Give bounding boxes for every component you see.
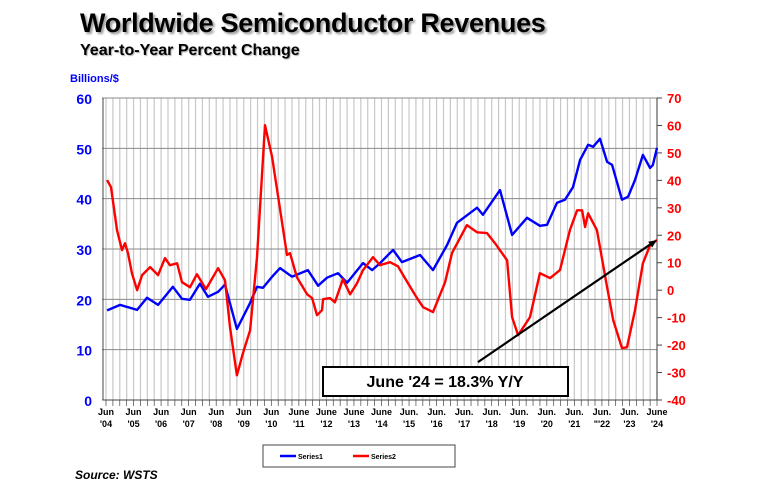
y2-tick-label: -10	[667, 311, 686, 326]
x-tick-label: Jun	[263, 407, 279, 417]
y2-tick-label: 20	[667, 228, 681, 243]
x-tick-label: '12	[320, 419, 332, 429]
x-tick-label: '19	[513, 419, 525, 429]
x-tick-label: June	[288, 407, 309, 417]
y2-tick-label: -20	[667, 338, 686, 353]
x-tick-label: Jun.	[427, 407, 446, 417]
x-tick-label: '11	[293, 419, 305, 429]
x-tick-label: Jun.	[482, 407, 501, 417]
x-tick-label: Jun	[236, 407, 252, 417]
x-tick-label: Jun.	[538, 407, 557, 417]
x-tick-label: Jun.	[510, 407, 529, 417]
x-tick-label: '21	[568, 419, 580, 429]
legend-label: Series1	[298, 454, 323, 461]
series-line-series1	[106, 137, 659, 331]
x-tick-label: '07	[183, 419, 195, 429]
x-tick-label: June	[316, 407, 337, 417]
y2-tick-label: 60	[667, 118, 681, 133]
x-tick-label: '24	[651, 419, 663, 429]
y2-tick-label: 70	[667, 91, 681, 106]
y2-tick-label: 40	[667, 173, 681, 188]
page-title: Worldwide Semiconductor Revenues	[80, 8, 546, 38]
y-tick-label: 40	[76, 192, 92, 208]
x-tick-label: June	[646, 407, 667, 417]
x-tick-label: '15	[403, 419, 415, 429]
y2-tick-label: -30	[667, 366, 686, 381]
x-tick-label: Jun.	[593, 407, 612, 417]
x-tick-label: '20	[541, 419, 553, 429]
x-tick-label: Jun	[153, 407, 169, 417]
x-tick-label: Jun	[208, 407, 224, 417]
x-tick-label: '05	[127, 419, 139, 429]
y2-tick-label: -40	[667, 393, 686, 408]
x-tick-label: '06	[155, 419, 167, 429]
page-subtitle: Year-to-Year Percent Change	[80, 42, 300, 59]
legend-label: Series2	[371, 454, 396, 461]
x-tick-label: Jun.	[455, 407, 474, 417]
y-tick-label: 0	[84, 393, 92, 409]
x-tick-label: "'22	[594, 419, 610, 429]
y2-tick-label: 10	[667, 256, 681, 271]
x-tick-label: '10	[265, 419, 277, 429]
annotation-box	[322, 366, 569, 397]
y-tick-label: 50	[76, 141, 92, 157]
x-tick-label: '16	[431, 419, 443, 429]
x-tick-label: '09	[238, 419, 250, 429]
x-tick-label: June	[343, 407, 364, 417]
x-tick-label: '13	[348, 419, 360, 429]
x-tick-label: '23	[623, 419, 635, 429]
y-tick-label: 10	[76, 343, 92, 359]
x-tick-label: Jun.	[400, 407, 419, 417]
x-tick-label: Jun	[181, 407, 197, 417]
x-tick-label: Jun.	[565, 407, 584, 417]
x-tick-label: '04	[100, 419, 112, 429]
x-tick-label: '08	[210, 419, 222, 429]
y-tick-label: 20	[76, 292, 92, 308]
annotation-arrow	[477, 243, 652, 364]
annotation-arrowhead	[648, 239, 657, 248]
x-tick-label: June	[371, 407, 392, 417]
x-tick-label: Jun	[126, 407, 142, 417]
y-axis-label: Billions/$	[70, 73, 119, 85]
x-tick-label: Jun	[98, 407, 114, 417]
y-tick-label: 30	[76, 242, 92, 258]
y2-tick-label: 30	[667, 201, 681, 216]
y2-tick-label: 50	[667, 146, 681, 161]
y-tick-label: 60	[76, 91, 92, 107]
x-tick-label: '18	[486, 419, 498, 429]
x-tick-label: '17	[458, 419, 470, 429]
x-tick-label: Jun.	[620, 407, 639, 417]
source-note: Source: WSTS	[75, 468, 158, 482]
y2-tick-label: 0	[667, 283, 674, 298]
annotation-text: June '24 = 18.3% Y/Y	[367, 374, 524, 391]
series-line-series2	[106, 124, 658, 377]
x-tick-label: '14	[375, 419, 387, 429]
